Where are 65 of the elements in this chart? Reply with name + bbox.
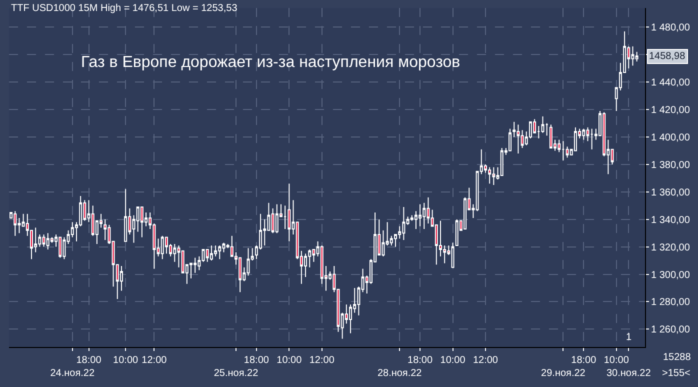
candlestick (214, 244, 218, 257)
x-tick-label: 29.ноя.22 (541, 368, 586, 379)
x-tick-label: 10:00 (276, 355, 302, 366)
candlestick (418, 204, 422, 227)
annotation: 1458,98 (649, 51, 686, 62)
candlestick (508, 128, 512, 152)
candlestick (14, 210, 17, 236)
candlestick (140, 206, 144, 238)
y-tick-label: 1 260,00 (651, 324, 690, 336)
candlestick (562, 140, 565, 161)
candlestick (58, 236, 62, 258)
x-tick-label: 18:00 (408, 355, 433, 366)
x-tick-label: 30.ноя.22 (606, 368, 652, 379)
x-tick-label: 18:00 (244, 355, 270, 366)
x-tick-label: 12:00 (309, 355, 335, 366)
candlestick (218, 244, 222, 260)
candlestick (402, 206, 406, 240)
candlestick (492, 166, 496, 186)
candlestick (104, 218, 107, 240)
candlestick (210, 244, 213, 262)
candlestick (455, 218, 458, 246)
y-tick-label: 1 320,00 (651, 242, 690, 254)
candlestick (549, 124, 552, 148)
x-tick-label: 12:00 (472, 355, 498, 366)
candlestick (42, 234, 46, 248)
candlestick (574, 126, 577, 152)
candlestick (46, 232, 50, 250)
candlestick (516, 124, 520, 154)
text: 15288 (663, 352, 692, 363)
y-tick-label: 1 280,00 (651, 297, 690, 308)
x-tick-label: 12:00 (142, 355, 168, 366)
y-tick-label: 1 340,00 (651, 214, 690, 226)
y-tick-label: 1 420,00 (651, 105, 690, 116)
x-tick-label: 25.ноя.22 (214, 368, 259, 379)
y-tick-label: 1 360,00 (651, 187, 690, 198)
candlestick (275, 204, 278, 234)
y-tick-label: 1 440,00 (651, 78, 690, 89)
candlestick (582, 128, 586, 140)
candlestick (566, 146, 569, 158)
candlestick (160, 235, 164, 260)
x-tick-label: 18:00 (76, 355, 102, 366)
x-tick-label: 10:00 (440, 355, 466, 366)
y-tick-label: 1 300,00 (651, 270, 690, 281)
annotation: TTF USD1000 15M High = 1476,51 Low = 1253,53 (11, 3, 238, 14)
y-tick-label: 1 400,00 (651, 132, 690, 144)
y-tick-label: 1 380,00 (651, 160, 690, 171)
x-tick-label: 10:00 (113, 355, 139, 366)
candlestick (586, 126, 590, 142)
candlestick (206, 249, 209, 262)
candlestick (590, 128, 594, 150)
candlestick (631, 46, 634, 66)
x-tick-label: 24.ноя.22 (50, 368, 95, 379)
text: Газ в Европе дорожает из-за наступления морозов (81, 54, 460, 71)
annotation: 1 (626, 332, 632, 343)
text: >155< (662, 368, 691, 379)
candlestick (500, 147, 504, 176)
y-tick-label: 1 480,00 (651, 22, 690, 34)
x-tick-label: 28.ноя.22 (377, 368, 422, 379)
candlestick (451, 242, 454, 268)
x-tick-label: 10:00 (604, 355, 630, 366)
candlestick (124, 188, 128, 242)
x-tick-label: 18:00 (571, 355, 597, 366)
candlestick (541, 116, 544, 134)
candlestick (488, 166, 492, 184)
candlestick (288, 183, 291, 242)
